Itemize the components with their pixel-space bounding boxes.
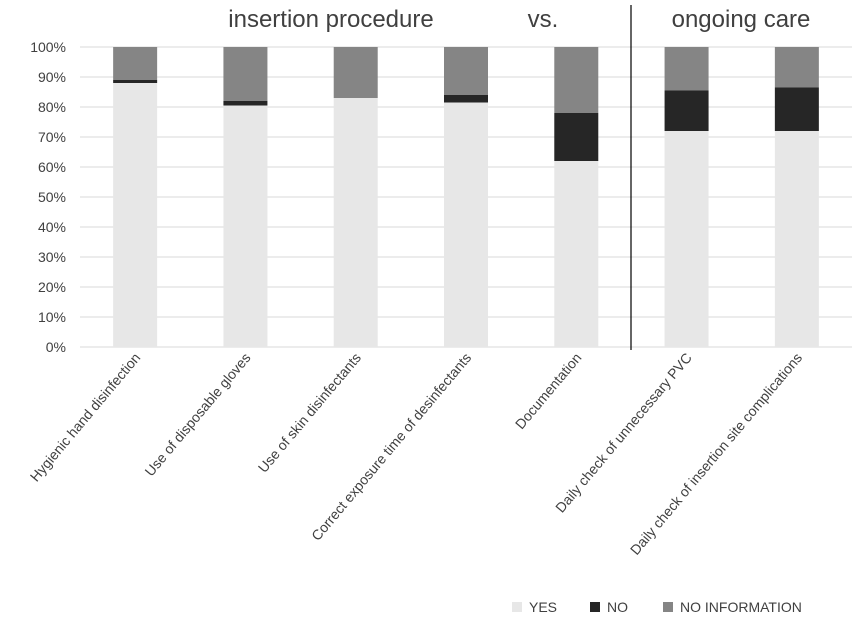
y-tick-label: 70% [38, 129, 66, 145]
y-tick-label: 10% [38, 309, 66, 325]
bar-segment-no [113, 80, 158, 83]
bar-segment-no [223, 101, 268, 106]
x-tick-label: Use of skin disinfectants [255, 350, 364, 476]
header-label-ongoing-care: ongoing care [672, 6, 811, 33]
x-tick-label: Daily check of insertion site complicati… [627, 350, 805, 558]
x-tick-label: Use of disposable gloves [141, 350, 253, 480]
bar-segment-no [774, 87, 819, 131]
legend-label: NO [607, 599, 628, 615]
bar-segment-yes [223, 105, 268, 347]
bar-segment-no [554, 113, 599, 161]
bar-segment-no-information [664, 47, 709, 91]
x-tick-label: Hygienic hand disinfection [27, 350, 144, 485]
y-tick-label: 90% [38, 69, 66, 85]
header-label-vs: vs. [528, 6, 559, 33]
bar-segment-no-information [774, 47, 819, 88]
bar-segment-no-information [113, 47, 158, 80]
y-tick-label: 60% [38, 159, 66, 175]
bar-segment-no [444, 95, 488, 103]
bar-segment-yes [554, 161, 599, 347]
bar-segment-yes [664, 131, 709, 347]
legend-label: YES [529, 599, 557, 615]
legend-swatch [590, 602, 600, 612]
bar-segment-no-information [444, 47, 488, 95]
bar-segment-yes [113, 83, 158, 347]
y-tick-label: 20% [38, 279, 66, 295]
y-tick-label: 100% [30, 39, 66, 55]
bar-segment-yes [774, 131, 819, 347]
y-tick-label: 40% [38, 219, 66, 235]
bar-segment-yes [444, 102, 488, 347]
bar-segment-no-information [333, 47, 378, 98]
header-label-insertion-procedure: insertion procedure [228, 6, 433, 33]
bar-segment-no-information [554, 47, 599, 113]
bar-segment-yes [333, 98, 378, 347]
legend-swatch [663, 602, 673, 612]
y-tick-label: 50% [38, 189, 66, 205]
bar-segment-no-information [223, 47, 268, 101]
bars [113, 47, 819, 347]
y-axis: 0% 10% 20% 30% 40% 50% 60% 70% 80% 90% 100% [30, 39, 66, 355]
legend: YES NO NO INFORMATION [512, 599, 802, 615]
y-tick-label: 0% [46, 339, 66, 355]
legend-swatch [512, 602, 522, 612]
y-tick-label: 30% [38, 249, 66, 265]
bar-segment-no [664, 90, 709, 131]
x-tick-label: Documentation [512, 350, 585, 432]
y-tick-label: 80% [38, 99, 66, 115]
legend-label: NO INFORMATION [680, 599, 802, 615]
